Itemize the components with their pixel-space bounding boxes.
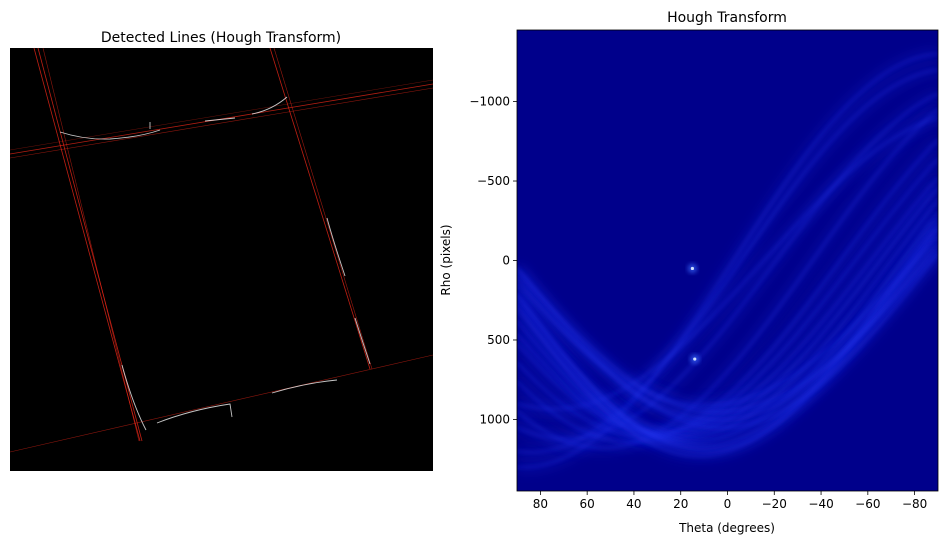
- edge-fragment: [271, 379, 338, 394]
- x-tick-label: −80: [902, 497, 927, 511]
- detected-line: [9, 87, 434, 159]
- chart-title: Hough Transform: [667, 10, 787, 26]
- edge-fragments: [59, 96, 371, 431]
- detected-line: [9, 79, 434, 151]
- hough-peak: [690, 266, 695, 271]
- hough-peak: [693, 357, 697, 361]
- y-axis-ticks: −1000 −500 0 500 1000: [469, 95, 517, 426]
- detected-line: [269, 47, 371, 370]
- hough-peaks: [687, 263, 700, 365]
- edge-fragment: [354, 317, 371, 365]
- edge-fragment: [326, 217, 346, 277]
- x-tick-label: 0: [724, 497, 732, 511]
- x-tick-label: 80: [533, 497, 548, 511]
- y-axis-label: Rho (pixels): [439, 224, 453, 295]
- hough-band: [517, 139, 938, 443]
- hough-band: [517, 253, 938, 429]
- y-tick-label: 0: [502, 254, 510, 268]
- detected-line: [9, 354, 434, 453]
- left-panel-title: Detected Lines (Hough Transform): [101, 30, 341, 46]
- edge-fragment: [251, 96, 288, 115]
- edge-fragment: [121, 364, 147, 431]
- detected-lines-image: [10, 48, 433, 471]
- edge-fragment: [204, 117, 236, 122]
- detected-line: [273, 47, 373, 370]
- edge-fragment: [156, 403, 233, 424]
- hough-sinusoids: [517, 48, 938, 473]
- x-tick-label: −20: [762, 497, 787, 511]
- x-tick-label: −40: [808, 497, 833, 511]
- hough-band: [517, 108, 938, 449]
- x-axis-label: Theta (degrees): [678, 521, 775, 535]
- x-axis-ticks: 80 60 40 20 0 −20 −40 −60 −80: [533, 491, 927, 511]
- y-tick-label: 500: [487, 333, 510, 347]
- edge-fragment: [59, 129, 161, 140]
- detected-line: [42, 47, 140, 442]
- x-tick-label: −60: [855, 497, 880, 511]
- y-tick-label: −500: [477, 174, 510, 188]
- detected-line: [33, 47, 141, 442]
- y-tick-label: 1000: [479, 412, 510, 426]
- x-tick-label: 20: [673, 497, 688, 511]
- x-tick-label: 60: [580, 497, 595, 511]
- y-tick-label: −1000: [469, 95, 510, 109]
- x-tick-label: 40: [626, 497, 641, 511]
